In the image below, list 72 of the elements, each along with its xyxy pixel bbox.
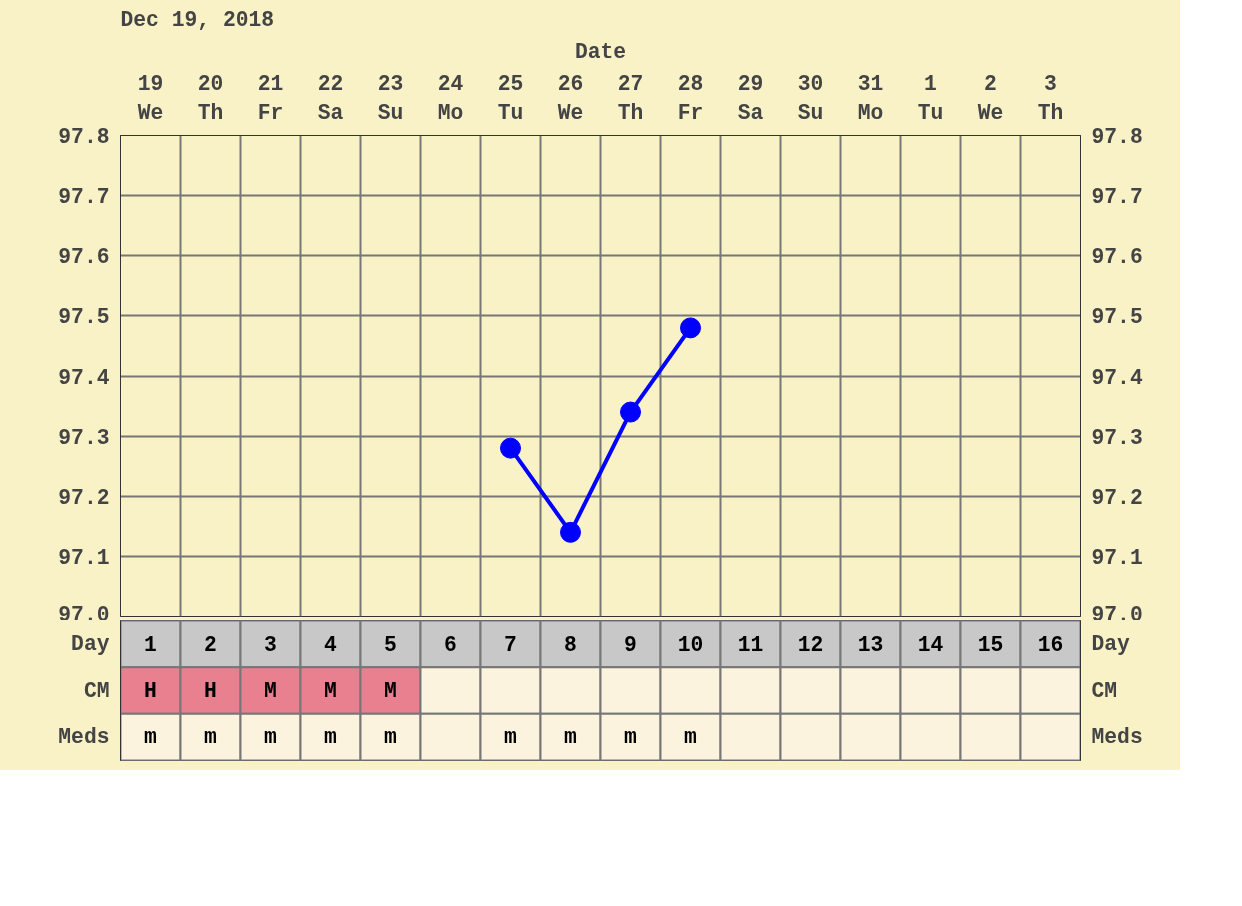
text: 5 — [384, 633, 397, 658]
text: m — [504, 725, 517, 750]
x-tick-label: 28 Fr — [677, 71, 704, 125]
text: H — [144, 678, 157, 703]
text: m — [564, 725, 577, 750]
y-tick-label: CM — [83, 678, 110, 703]
x-tick-label: 2 We — [977, 71, 1004, 125]
text: m — [204, 725, 217, 750]
text: 13 — [857, 633, 884, 658]
y2-tick-label: 97.8 — [1091, 125, 1143, 149]
x-tick-label: 29 Sa — [737, 71, 764, 125]
y2-tick-label: 97.0 — [1091, 602, 1143, 627]
y-tick-label: 97.4 — [58, 365, 110, 390]
y2-tick-label: Meds — [1091, 725, 1143, 750]
x-tick-label: 26 We — [557, 71, 584, 125]
x-axis-title: Date — [574, 39, 627, 64]
text: m — [144, 725, 157, 750]
text: m — [684, 725, 697, 750]
text: 16 — [1037, 633, 1064, 658]
x-tick-label: 30 Su — [797, 71, 824, 125]
y-tick-label: 97.7 — [58, 185, 110, 210]
y-tick-label: 97.0 — [58, 602, 110, 627]
y2-tick-label: 97.2 — [1091, 485, 1143, 510]
y-tick-label: 97.2 — [58, 485, 110, 510]
text: 15 — [977, 633, 1004, 658]
y2-tick-label: 97.1 — [1091, 545, 1143, 570]
y-tick-label: 97.6 — [58, 245, 110, 270]
text: m — [324, 725, 337, 750]
y2-tick-label: Day — [1091, 631, 1131, 656]
text: 2 — [204, 633, 217, 658]
x-tick-label: 24 Mo — [437, 71, 464, 125]
text: m — [264, 725, 277, 750]
x-tick-label: 20 Th — [197, 71, 224, 125]
text: M — [384, 678, 397, 703]
x-tick-label: 19 We — [137, 71, 164, 125]
text: M — [264, 678, 277, 703]
text: 7 — [504, 633, 517, 658]
text: 14 — [917, 633, 944, 658]
y-tick-label: 97.1 — [58, 545, 110, 570]
y-tick-label: 97.5 — [58, 305, 110, 330]
x-tick-label: 31 Mo — [857, 71, 884, 125]
y-tick-label: 97.8 — [58, 125, 110, 149]
x-tick-label: 3 Th — [1037, 71, 1064, 125]
text: 6 — [444, 633, 457, 658]
y-tick-label: 97.3 — [58, 425, 110, 450]
x-tick-label: 21 Fr — [257, 71, 284, 125]
y2-tick-label: 97.6 — [1091, 245, 1143, 270]
y-tick-label: Day — [71, 631, 110, 656]
y2-tick-label: 97.5 — [1091, 305, 1143, 330]
text: 8 — [564, 633, 577, 658]
x-tick-label: 27 Th — [617, 71, 644, 125]
y2-tick-label: 97.7 — [1091, 185, 1143, 210]
text: 12 — [797, 633, 824, 658]
text: m — [384, 725, 397, 750]
y2-tick-label: CM — [1091, 678, 1118, 703]
chart-title: Dec 19, 2018 — [120, 7, 275, 32]
text: 10 — [677, 633, 704, 658]
x-tick-label: 22 Sa — [317, 71, 344, 125]
x-tick-label: 23 Su — [377, 71, 404, 125]
y2-tick-label: 97.3 — [1091, 425, 1143, 450]
text: H — [204, 678, 217, 703]
text: 3 — [264, 633, 277, 658]
text: 11 — [737, 633, 764, 658]
text: 4 — [324, 633, 337, 658]
y2-tick-label: 97.4 — [1091, 365, 1143, 390]
text: 9 — [624, 633, 637, 658]
x-tick-label: 25 Tu — [497, 71, 524, 125]
x-tick-label: 1 Tu — [917, 71, 944, 125]
text: 1 — [144, 633, 157, 658]
y-tick-label: Meds — [58, 725, 110, 750]
text: m — [624, 725, 637, 750]
text: M — [324, 678, 337, 703]
